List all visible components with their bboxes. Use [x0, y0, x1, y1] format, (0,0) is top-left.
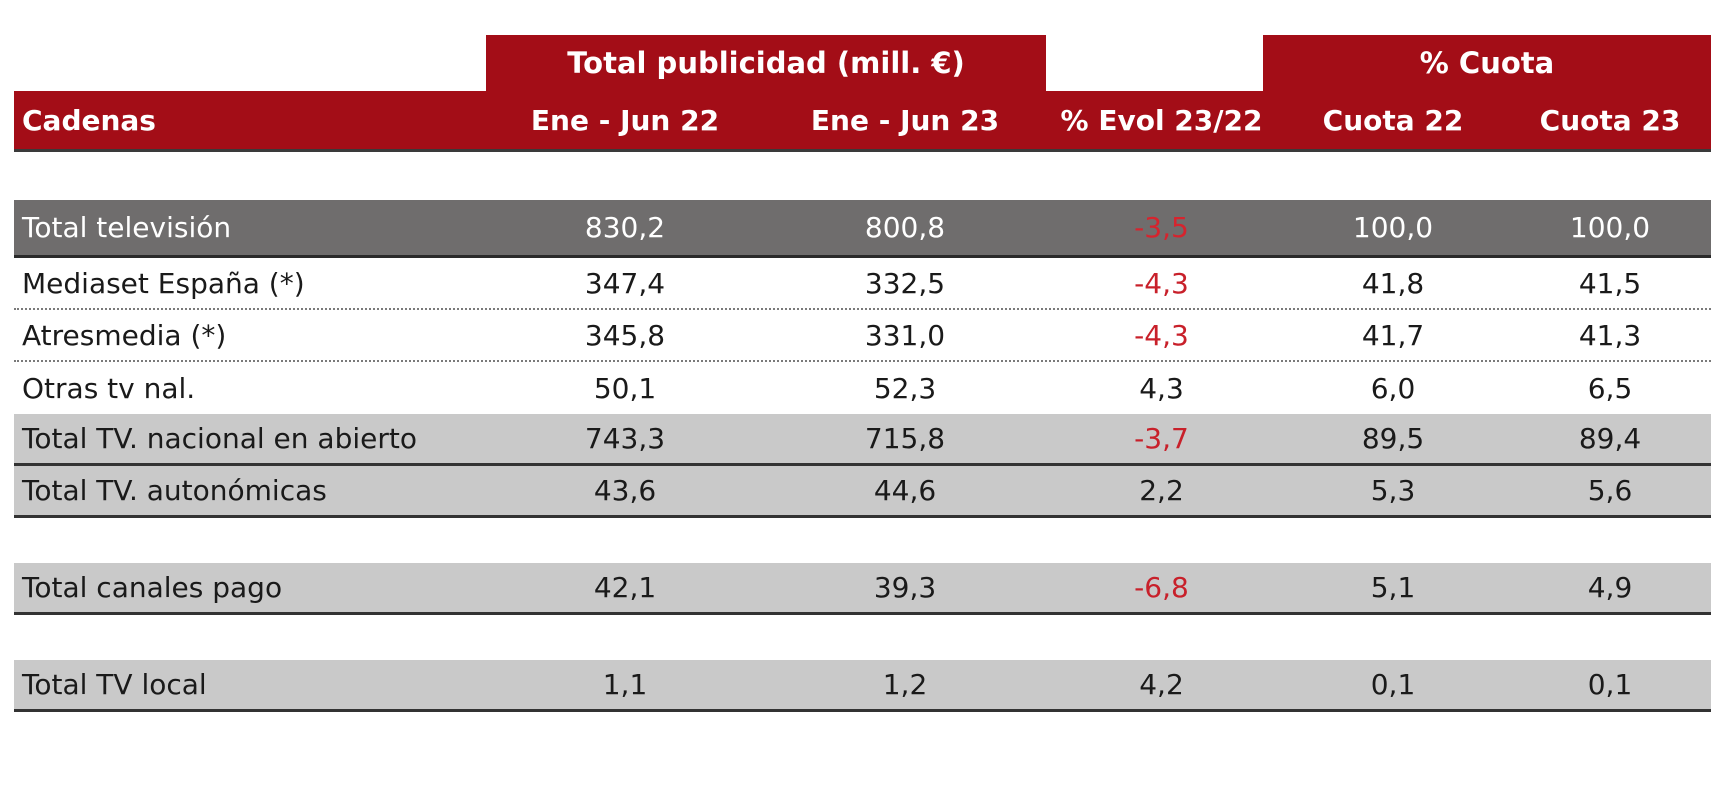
cell-v22: 50,1	[593, 371, 657, 405]
cell-cuota22: 6,0	[1370, 371, 1416, 405]
cell-cuota22: 5,1	[1370, 571, 1416, 604]
spacer	[14, 152, 1711, 200]
advertising-table: Total publicidad (mill. €) % Cuota Caden…	[14, 35, 1711, 712]
cell-v22: 743,3	[584, 422, 666, 455]
cell-cuota23: 0,1	[1587, 668, 1633, 701]
column-header-ene-jun-23: Ene - Jun 23	[810, 103, 1000, 137]
cell-v22: 830,2	[584, 211, 666, 244]
cell-v22: 43,6	[593, 474, 657, 507]
cell-name: Atresmedia (*)	[22, 318, 227, 352]
cell-cuota22: 89,5	[1361, 422, 1425, 455]
cell-cuota22: 100,0	[1352, 211, 1434, 244]
cell-cuota23: 4,9	[1587, 571, 1633, 604]
table-row: Mediaset España (*) 347,4 332,5 -4,3 41,8 41,…	[14, 258, 1711, 310]
table-row: Total TV local 1,1 1,2 4,2 0,1 0,1	[14, 660, 1711, 712]
cell-v22: 1,1	[602, 668, 648, 701]
cell-v23: 1,2	[882, 668, 928, 701]
cell-v22: 345,8	[584, 318, 666, 352]
cell-cuota23: 41,3	[1578, 318, 1642, 352]
cell-v23: 332,5	[864, 266, 946, 300]
cell-cuota23: 41,5	[1578, 266, 1642, 300]
column-header-cuota-23: Cuota 23	[1539, 103, 1681, 137]
table-row: Otras tv nal. 50,1 52,3 4,3 6,0 6,5	[14, 362, 1711, 414]
group-header-total: Total publicidad (mill. €)	[567, 46, 965, 80]
cell-cuota23: 6,5	[1587, 371, 1633, 405]
cell-cuota23: 100,0	[1569, 211, 1651, 244]
cell-cuota22: 5,3	[1370, 474, 1416, 507]
table-row: Total televisión 830,2 800,8 -3,5 100,0 100,0	[14, 200, 1711, 258]
cell-evol: 2,2	[1139, 474, 1184, 507]
column-header-cuota-22: Cuota 22	[1322, 103, 1464, 137]
table-row: Total TV. nacional en abierto 743,3 715,8 -…	[14, 414, 1711, 466]
cell-name: Mediaset España (*)	[22, 266, 305, 300]
cell-evol: 4,3	[1139, 371, 1184, 405]
row-gap	[14, 518, 1711, 563]
cell-evol: -3,7	[1134, 422, 1189, 455]
cell-evol: -6,8	[1134, 571, 1189, 604]
cell-evol: -3,5	[1134, 211, 1189, 244]
cell-name: Total TV. nacional en abierto	[22, 422, 417, 455]
group-header-cuota: % Cuota	[1419, 46, 1555, 80]
cell-v23: 39,3	[873, 571, 937, 604]
column-header-evol: % Evol 23/22	[1060, 103, 1263, 137]
column-header-cadenas: Cadenas	[22, 103, 156, 137]
cell-cuota22: 41,7	[1361, 318, 1425, 352]
row-gap	[14, 615, 1711, 660]
cell-v23: 715,8	[864, 422, 946, 455]
cell-name: Total televisión	[22, 211, 232, 244]
column-header-ene-jun-22: Ene - Jun 22	[530, 103, 720, 137]
cell-v23: 52,3	[873, 371, 937, 405]
group-header-total-bg	[486, 35, 1046, 91]
cell-v23: 331,0	[864, 318, 946, 352]
cell-v22: 42,1	[593, 571, 657, 604]
cell-cuota22: 0,1	[1370, 668, 1416, 701]
cell-name: Total TV local	[22, 668, 207, 701]
table-row: Total TV. autonómicas 43,6 44,6 2,2 5,3 5,6	[14, 466, 1711, 518]
column-header-row: Cadenas Ene - Jun 22 Ene - Jun 23 % Evol…	[14, 91, 1711, 152]
cell-name: Otras tv nal.	[22, 371, 196, 405]
cell-v22: 347,4	[584, 266, 666, 300]
cell-name: Total TV. autonómicas	[22, 474, 327, 507]
cell-v23: 44,6	[873, 474, 937, 507]
cell-evol: -4,3	[1134, 318, 1189, 352]
cell-evol: -4,3	[1134, 266, 1189, 300]
cell-v23: 800,8	[864, 211, 946, 244]
table-row: Total canales pago 42,1 39,3 -6,8 5,1 4,9	[14, 563, 1711, 615]
cell-name: Total canales pago	[22, 571, 283, 604]
cell-cuota22: 41,8	[1361, 266, 1425, 300]
group-header-row: Total publicidad (mill. €) % Cuota	[14, 35, 1711, 91]
table-body: Total televisión 830,2 800,8 -3,5 100,0 100,0…	[14, 200, 1711, 712]
cell-cuota23: 89,4	[1578, 422, 1642, 455]
table-row: Atresmedia (*) 345,8 331,0 -4,3 41,7 41,3	[14, 310, 1711, 362]
cell-evol: 4,2	[1139, 668, 1184, 701]
cell-cuota23: 5,6	[1587, 474, 1633, 507]
group-header-cuota-bg	[1263, 35, 1711, 91]
